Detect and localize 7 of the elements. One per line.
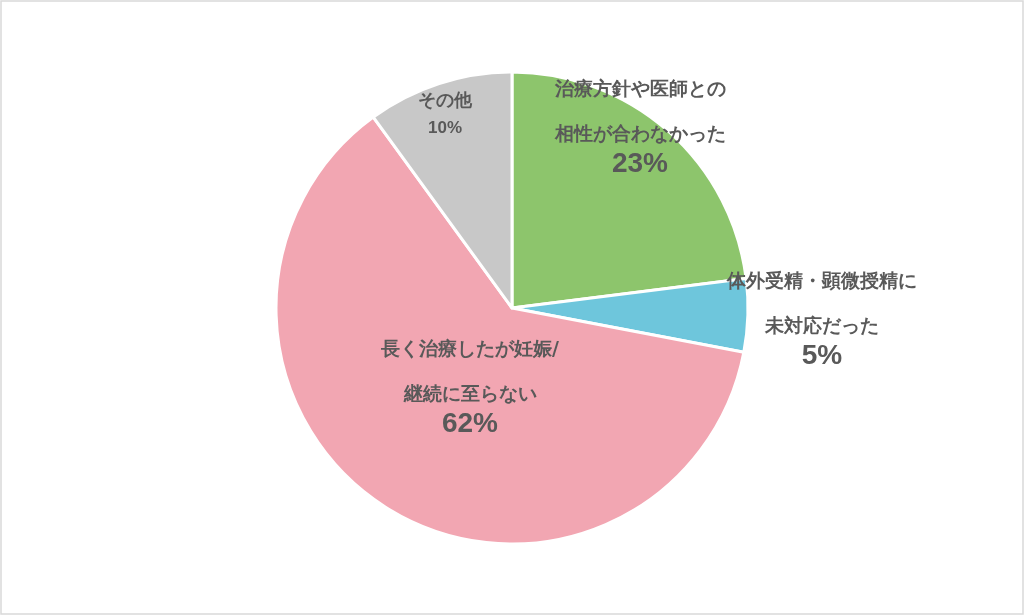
slice-label: 長く治療したが妊娠/継続に至らない: [380, 337, 560, 405]
data-label: 10%: [427, 117, 463, 137]
data-label: 23%: [611, 146, 669, 178]
slice-label: 体外受精・顕微授精に未対応だった: [726, 269, 917, 337]
slice-label: その他: [418, 89, 473, 111]
data-label: 5%: [801, 338, 843, 370]
data-label: 62%: [441, 406, 499, 438]
